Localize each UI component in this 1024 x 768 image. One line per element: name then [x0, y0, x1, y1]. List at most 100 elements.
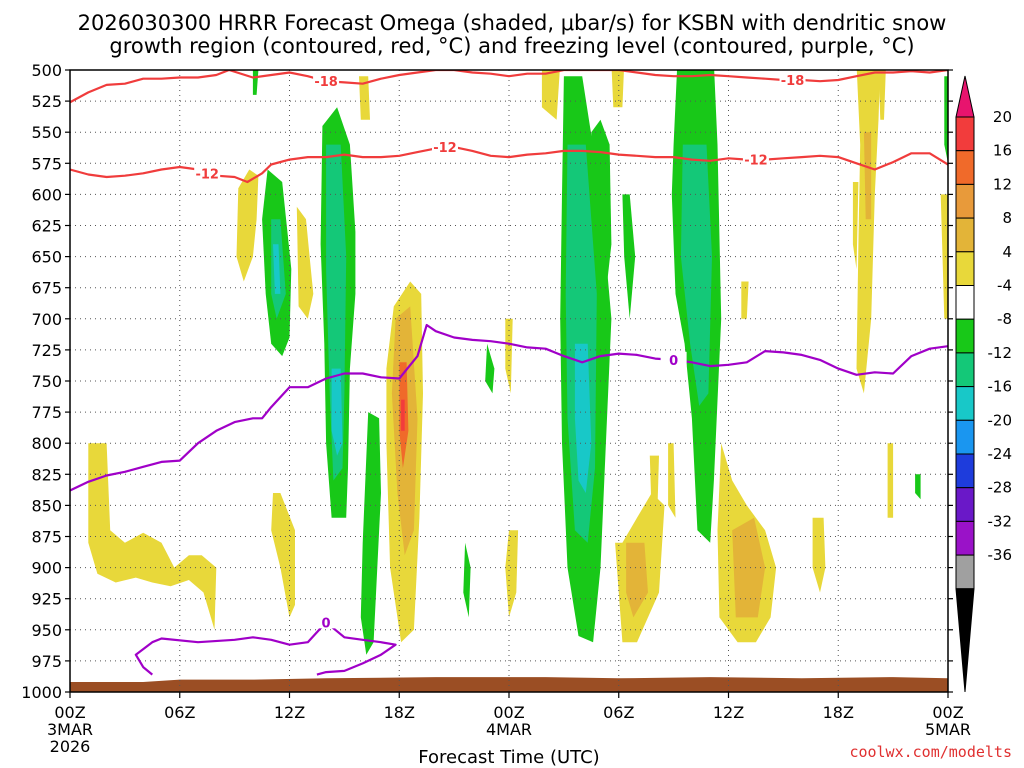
cyan-strong-area-2 — [273, 244, 281, 294]
x-tick-label: 12Z — [713, 703, 744, 722]
y-tick-label: 925 — [31, 590, 62, 609]
contour-label-bg — [660, 351, 687, 366]
x-axis-title: Forecast Time (UTC) — [418, 747, 599, 768]
green-weak-ascent-area-10 — [944, 76, 948, 164]
contour-freezing-level-0c-upper- — [70, 323, 948, 492]
colorbar-segment — [955, 285, 975, 320]
x-tick-label: 12Z — [274, 703, 305, 722]
yellow-weak-descent-area-5 — [359, 76, 370, 120]
contour-label-bg — [431, 139, 458, 154]
colorbar-label: -36 — [988, 546, 1013, 564]
y-tick-label: 1000 — [21, 683, 62, 702]
contour-label-bg — [194, 165, 221, 180]
contour-label: -18 — [781, 74, 805, 89]
gold-moderate-descent-area-2 — [732, 517, 766, 618]
y-tick-label: 550 — [31, 123, 62, 142]
y-tick-label: 700 — [31, 310, 62, 329]
colorbar-label: 20 — [993, 108, 1012, 126]
colorbar-segment — [955, 150, 975, 185]
colorbar-segment — [955, 487, 975, 522]
yellow-weak-descent-area-3 — [271, 493, 295, 618]
colorbar-label: -4 — [997, 277, 1012, 295]
yellow-weak-descent-area-15 — [856, 70, 881, 394]
y-tick-label: 975 — [31, 652, 62, 671]
chart-title-line2: growth region (contoured, red, °C) and f… — [109, 34, 914, 58]
x-tick-label: 06Z — [603, 703, 634, 722]
y-tick-label: 625 — [31, 217, 62, 236]
gold-moderate-descent-area-1 — [626, 542, 648, 618]
y-tick-label: 675 — [31, 279, 62, 298]
y-axis-ticks: 500 525 550 575 600 625 650 675 700 725 750 775 800 8… — [21, 61, 953, 702]
colorbar-segment — [955, 251, 975, 287]
y-tick-label: 650 — [31, 248, 62, 267]
credit-link[interactable]: coolwx.com/modelts — [849, 743, 1012, 761]
colorbar-label: -16 — [988, 378, 1013, 396]
omega-shading — [70, 70, 948, 692]
y-tick-label: 900 — [31, 559, 62, 578]
yellow-weak-descent-area-20 — [741, 281, 749, 319]
yellow-weak-descent-area-0 — [88, 443, 217, 630]
colorbar-segment — [955, 453, 975, 489]
colorbar-label: 12 — [993, 175, 1012, 193]
chart-title-line1: 2026030300 HRRR Forecast Omega (shaded, … — [78, 11, 947, 35]
yellow-weak-descent-area-1 — [236, 169, 259, 282]
yellow-weak-descent-area-19 — [940, 194, 948, 319]
colorbar-label: -12 — [988, 344, 1013, 362]
colorbar-segment — [955, 419, 975, 455]
green-weak-ascent-area-7 — [485, 343, 495, 394]
red-strongest-descent-area-0 — [401, 399, 405, 431]
colorbar-top-cap — [955, 75, 975, 118]
y-tick-label: 950 — [31, 621, 62, 640]
colorbar-label: 16 — [993, 142, 1012, 160]
cyan-strong-area-0 — [331, 368, 343, 456]
colorbar-segment — [955, 554, 975, 590]
y-tick-label: 825 — [31, 465, 62, 484]
yellow-weak-descent-area-2 — [296, 206, 314, 319]
contour-label-bg — [313, 73, 340, 88]
contour-label: -12 — [195, 167, 219, 182]
yellow-weak-descent-area-12 — [668, 443, 676, 518]
colorbar-segment — [955, 352, 975, 388]
x-tick-label: 18Z — [823, 703, 854, 722]
colorbar-label: 4 — [1002, 243, 1012, 261]
x-tick-label: 00Z — [932, 703, 963, 722]
yellow-weak-descent-area-9 — [611, 70, 624, 108]
x-tick-year: 2026 — [50, 737, 91, 756]
contour-freezing-level-0c-lower- — [134, 621, 397, 676]
y-tick-label: 875 — [31, 528, 62, 547]
contour-label-bg — [742, 151, 769, 166]
colorbar-segment — [955, 183, 975, 219]
colorbar-segment — [955, 217, 975, 253]
yellow-weak-descent-area-18 — [887, 443, 894, 518]
yellow-weak-descent-area-16 — [878, 70, 886, 120]
y-tick-label: 525 — [31, 92, 62, 111]
x-tick-label: 06Z — [164, 703, 195, 722]
grid-lines — [70, 70, 948, 692]
colorbar-label: -24 — [988, 445, 1013, 463]
colorbar-label: -32 — [988, 512, 1013, 530]
colorbar-bottom-cap — [955, 588, 975, 693]
contour-label-bg — [779, 71, 806, 86]
yellow-weak-descent-area-8 — [541, 70, 560, 120]
colorbar-label: -8 — [997, 310, 1012, 328]
yellow-weak-descent-area-11 — [649, 455, 659, 518]
contour-label: -18 — [314, 75, 338, 90]
contour-label: -12 — [433, 141, 457, 156]
yellow-weak-descent-area-6 — [505, 318, 513, 394]
contour-label-bg — [313, 614, 340, 629]
y-tick-label: 775 — [31, 403, 62, 422]
y-tick-label: 575 — [31, 154, 62, 173]
colorbar-label: -28 — [988, 479, 1013, 497]
y-tick-label: 600 — [31, 185, 62, 204]
colorbar-label: 8 — [1002, 209, 1012, 227]
x-tick-date: 3MAR — [47, 720, 93, 739]
colorbar-label: -20 — [988, 411, 1013, 429]
y-tick-label: 750 — [31, 372, 62, 391]
y-tick-label: 850 — [31, 496, 62, 515]
x-tick-label: 00Z — [493, 703, 524, 722]
colorbar-segment — [955, 386, 975, 421]
green-weak-ascent-area-4 — [591, 119, 612, 319]
contour-label: -12 — [744, 154, 768, 169]
x-tick-label: 00Z — [54, 703, 85, 722]
